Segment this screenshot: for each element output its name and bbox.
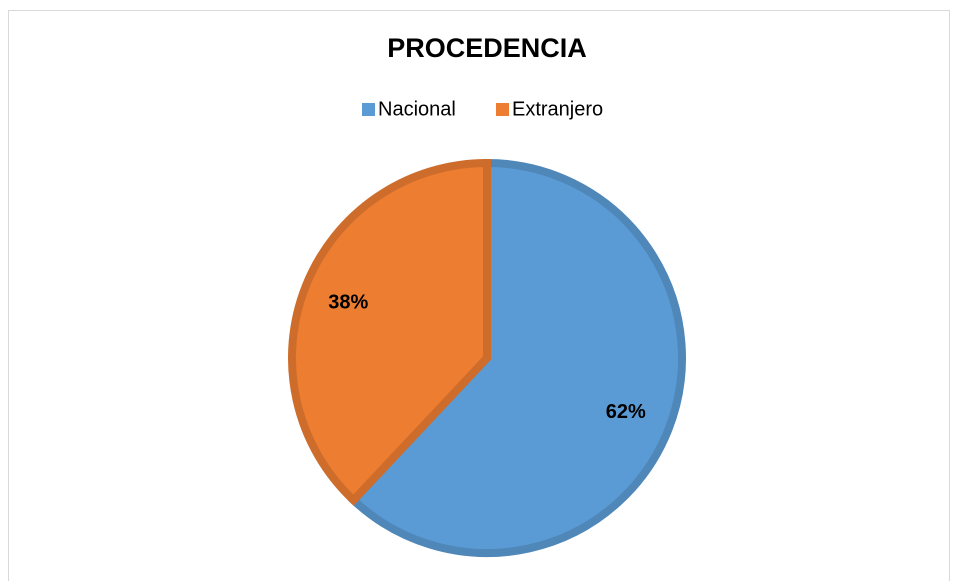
data-label: 38% [328,291,368,313]
legend-label: Extranjero [512,98,603,120]
data-label: 62% [606,401,646,423]
pie-slice [288,158,491,506]
chart-title: PROCEDENCIA [387,33,587,63]
legend-swatch [362,103,375,116]
legend-label: Nacional [378,98,456,120]
legend-swatch [496,103,509,116]
pie-slice [347,158,686,557]
